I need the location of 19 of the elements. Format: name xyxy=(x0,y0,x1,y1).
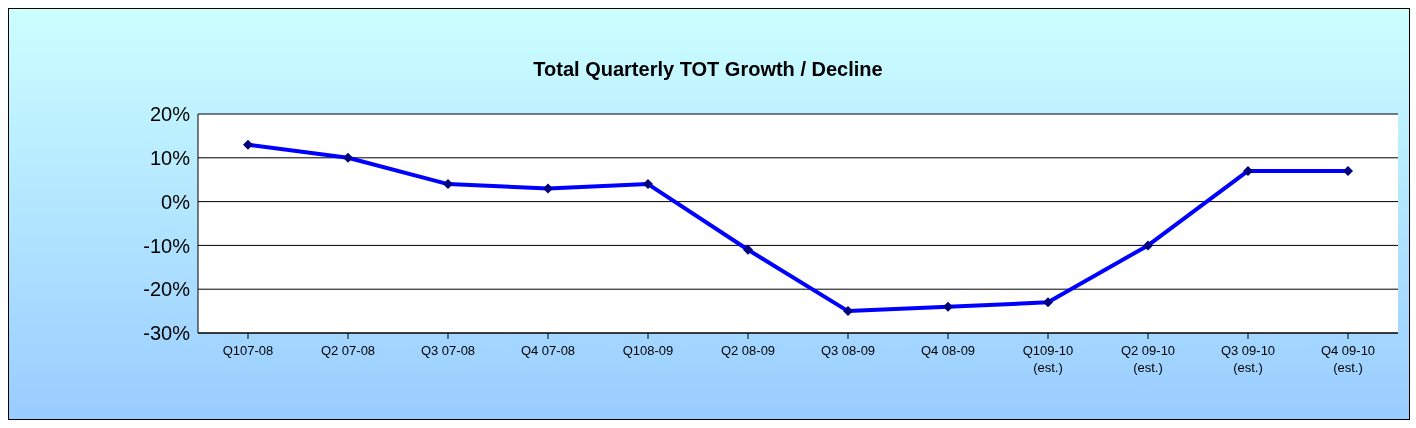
y-tick-label: -20% xyxy=(143,278,191,301)
x-tick-label: Q107-08 xyxy=(222,343,274,358)
x-tick-label: Q3 08-09 xyxy=(820,343,876,358)
x-tick-label: Q3 09-10 (est.) xyxy=(1220,343,1276,375)
x-tick-label: Q4 07-08 xyxy=(520,343,576,358)
x-tick-label: Q109-10 (est.) xyxy=(1022,343,1074,375)
x-tick-label: Q2 07-08 xyxy=(320,343,376,358)
y-tick-label: 20% xyxy=(149,103,191,126)
y-tick-label: 10% xyxy=(149,146,191,169)
x-tick-label: Q4 09-10 (est.) xyxy=(1320,343,1376,375)
x-tick-label: Q4 08-09 xyxy=(920,343,976,358)
y-tick-label: -10% xyxy=(143,234,191,257)
x-tick-label: Q108-09 xyxy=(622,343,674,358)
x-tick-label: Q2 08-09 xyxy=(720,343,776,358)
x-tick-label: Q3 07-08 xyxy=(420,343,476,358)
y-tick-label: 0% xyxy=(161,190,191,213)
chart-title: Total Quarterly TOT Growth / Decline xyxy=(532,58,884,81)
x-tick-label: Q2 09-10 (est.) xyxy=(1120,343,1176,375)
y-tick-label: -30% xyxy=(143,322,191,345)
